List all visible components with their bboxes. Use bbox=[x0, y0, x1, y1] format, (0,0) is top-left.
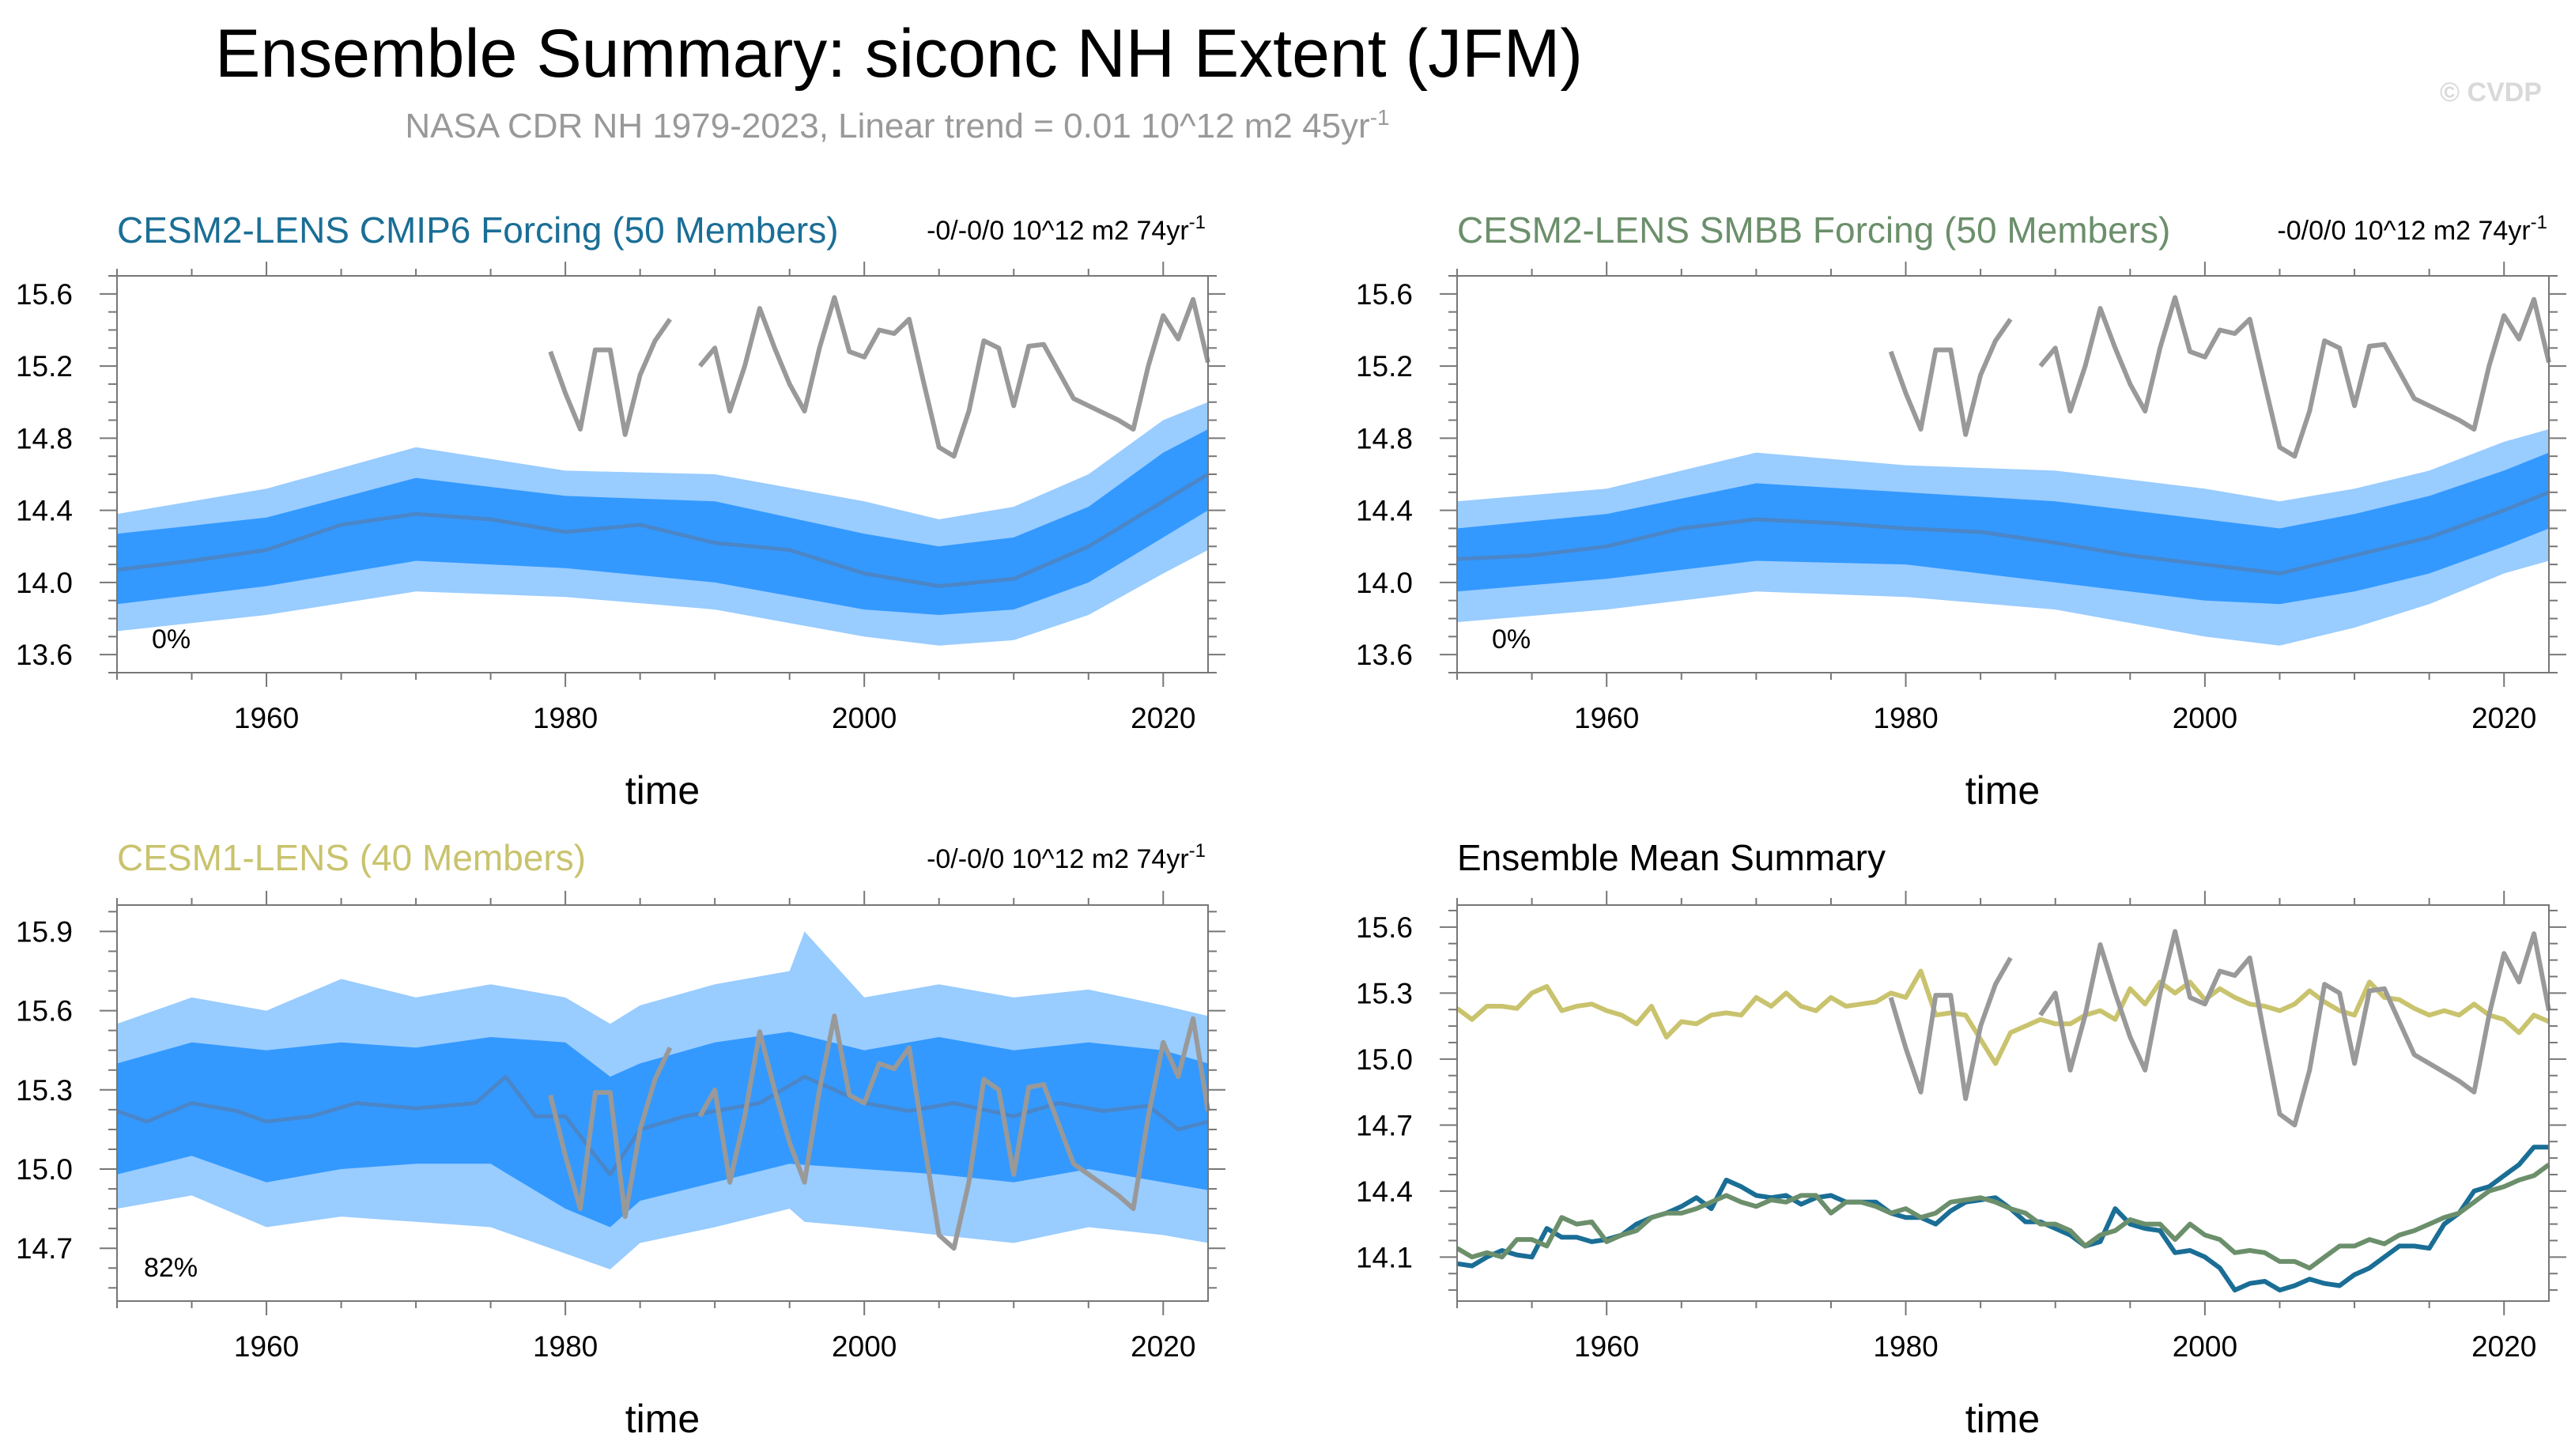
y-tick-label: 14.1 bbox=[1356, 1241, 1413, 1273]
x-tick-label: 2000 bbox=[832, 1330, 897, 1363]
percent-label: 0% bbox=[152, 624, 191, 654]
trend-superscript: -1 bbox=[1189, 212, 1206, 233]
inner-spread-band bbox=[117, 1032, 1208, 1228]
trend-superscript: -1 bbox=[2531, 212, 2547, 233]
y-tick-label: 15.3 bbox=[16, 1074, 73, 1107]
panel-cesm2-cmip6: CESM2-LENS CMIP6 Forcing (50 Members) -0… bbox=[16, 209, 1225, 813]
panel-ensemble-mean-summary: Ensemble Mean Summary 1960 1980 2000 2020 14… bbox=[1356, 837, 2566, 1441]
trend-label: -0/-0/0 10^12 m2 74yr-1 bbox=[927, 212, 1206, 246]
y-tick-label: 15.6 bbox=[16, 995, 73, 1028]
plot-area: 1960 1980 2000 2020 13.6 14.0 14.4 14.8 15.2 15.6 bbox=[16, 262, 1225, 734]
x-tick-label: 2020 bbox=[2471, 1330, 2536, 1363]
y-tick-label: 15.2 bbox=[1356, 350, 1413, 383]
y-tick-label: 14.4 bbox=[1356, 1175, 1413, 1208]
x-tick-label: 2020 bbox=[1131, 702, 1195, 734]
ensemble-mean-line bbox=[1456, 490, 2550, 575]
y-tick-label: 15.6 bbox=[1356, 911, 1413, 944]
y-tick-label: 14.7 bbox=[1356, 1109, 1413, 1141]
plot-frame bbox=[116, 904, 1209, 1302]
y-tick-label: 14.8 bbox=[1356, 422, 1413, 455]
subtitle-text: NASA CDR NH 1979-2023, Linear trend = 0.… bbox=[405, 107, 1369, 145]
y-tick-label: 15.0 bbox=[16, 1153, 73, 1186]
panel-title: CESM2-LENS CMIP6 Forcing (50 Members) bbox=[117, 209, 839, 251]
y-tick-label: 13.6 bbox=[16, 639, 73, 671]
x-tick-label: 1960 bbox=[234, 1330, 299, 1363]
x-tick-label: 2000 bbox=[2173, 702, 2237, 734]
x-axis-label: time bbox=[1965, 1397, 2040, 1441]
panel-title: CESM1-LENS (40 Members) bbox=[117, 837, 586, 878]
series-line-cesm1-lens bbox=[1456, 968, 2550, 1066]
x-tick-label: 2020 bbox=[2471, 702, 2536, 734]
y-tick-label: 15.6 bbox=[16, 278, 73, 311]
y-tick-label: 15.0 bbox=[1356, 1043, 1413, 1076]
x-tick-label: 1960 bbox=[1574, 1330, 1639, 1363]
inner-spread-band bbox=[1457, 452, 2549, 605]
x-axis-label: time bbox=[1965, 768, 2040, 813]
observations-line bbox=[1888, 295, 2551, 459]
y-tick-label: 14.0 bbox=[16, 567, 73, 599]
plot-frame bbox=[1456, 904, 2550, 1302]
plot-area: 1960 1980 2000 2020 13.6 14.0 14.4 14.8 15.2 15.6 bbox=[1356, 262, 2566, 734]
inner-spread-band bbox=[117, 429, 1208, 615]
percent-label: 82% bbox=[144, 1253, 198, 1283]
x-tick-label: 1980 bbox=[533, 702, 598, 734]
plot-area: 1960 1980 2000 2020 14.7 15.0 15.3 15.6 15.9 bbox=[16, 891, 1225, 1363]
trend-label: -0/0/0 10^12 m2 74yr-1 bbox=[2277, 212, 2547, 246]
y-tick-label: 14.7 bbox=[16, 1232, 73, 1265]
x-tick-label: 2000 bbox=[2173, 1330, 2237, 1363]
ensemble-mean-line bbox=[116, 472, 1210, 588]
panel-title: Ensemble Mean Summary bbox=[1457, 837, 1886, 878]
series-line-cesm2-lens-cmip6 bbox=[1456, 1145, 2549, 1293]
y-tick-label: 15.6 bbox=[1356, 278, 1413, 311]
trend-label: -0/-0/0 10^12 m2 74yr-1 bbox=[927, 840, 1206, 874]
x-tick-label: 1980 bbox=[1873, 702, 1938, 734]
y-tick-label: 14.4 bbox=[1356, 495, 1413, 527]
x-tick-label: 1980 bbox=[533, 1330, 598, 1363]
x-axis-label: time bbox=[625, 1397, 700, 1441]
trend-text: -0/-0/0 10^12 m2 74yr bbox=[927, 844, 1189, 874]
x-tick-label: 2020 bbox=[1131, 1330, 1195, 1363]
observations-line bbox=[548, 295, 1210, 459]
x-axis-label: time bbox=[625, 768, 700, 813]
trend-text: -0/0/0 10^12 m2 74yr bbox=[2277, 216, 2530, 246]
figure-subtitle: NASA CDR NH 1979-2023, Linear trend = 0.… bbox=[405, 105, 1389, 145]
y-tick-label: 13.6 bbox=[1356, 639, 1413, 671]
observations-line bbox=[1888, 929, 2551, 1128]
y-tick-label: 14.8 bbox=[16, 422, 73, 455]
panel-cesm1: CESM1-LENS (40 Members) -0/-0/0 10^12 m2… bbox=[16, 837, 1225, 1441]
x-tick-label: 1960 bbox=[1574, 702, 1639, 734]
panel-cesm2-smbb: CESM2-LENS SMBB Forcing (50 Members) -0/… bbox=[1356, 209, 2566, 813]
plot-area: 1960 1980 2000 2020 14.1 14.4 14.7 15.0 15.3 15.6 bbox=[1356, 891, 2566, 1363]
y-tick-label: 14.0 bbox=[1356, 567, 1413, 599]
figure-title: Ensemble Summary: siconc NH Extent (JFM) bbox=[215, 16, 1583, 92]
panel-title: CESM2-LENS SMBB Forcing (50 Members) bbox=[1457, 209, 2170, 251]
x-tick-label: 1960 bbox=[234, 702, 299, 734]
y-tick-label: 15.3 bbox=[1356, 977, 1413, 1009]
copyright-watermark: © CVDP bbox=[2440, 77, 2542, 108]
x-tick-label: 2000 bbox=[832, 702, 897, 734]
trend-superscript: -1 bbox=[1189, 840, 1206, 862]
subtitle-superscript: -1 bbox=[1370, 105, 1390, 130]
percent-label: 0% bbox=[1492, 624, 1531, 654]
y-tick-label: 15.2 bbox=[16, 350, 73, 383]
y-tick-label: 14.4 bbox=[16, 495, 73, 527]
x-tick-label: 1980 bbox=[1873, 1330, 1938, 1363]
y-tick-label: 15.9 bbox=[16, 915, 73, 948]
observations-line bbox=[548, 1013, 1210, 1251]
trend-text: -0/-0/0 10^12 m2 74yr bbox=[927, 216, 1189, 246]
series-line-cesm2-lens-smbb bbox=[1456, 1162, 2550, 1271]
